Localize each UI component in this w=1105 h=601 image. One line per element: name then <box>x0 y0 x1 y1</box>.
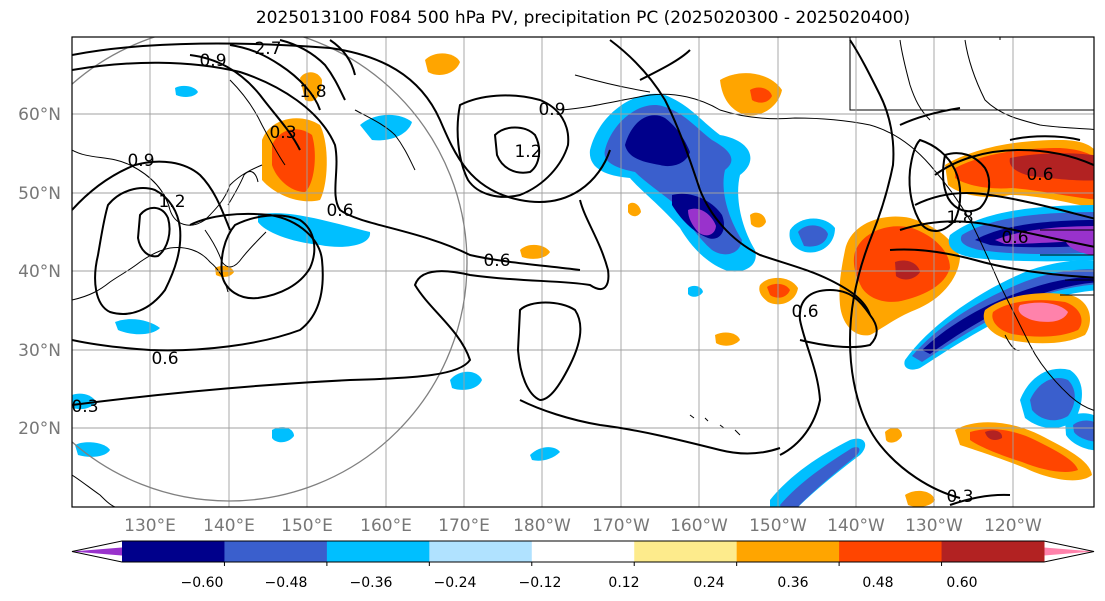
lon-label: 150°E <box>281 516 333 536</box>
contour-label: 1.2 <box>158 192 185 212</box>
colorbar-outline <box>71 540 1095 563</box>
contour-label: 2.7 <box>254 39 281 59</box>
lon-label: 130°E <box>124 516 176 536</box>
lon-label: 140°E <box>203 516 255 536</box>
coastlines <box>72 37 1094 507</box>
contour-label: 0.9 <box>199 51 226 71</box>
map-title: 2025013100 F084 500 hPa PV, precipitatio… <box>255 8 911 28</box>
lat-labels: 60°N 50°N 40°N 30°N 20°N <box>18 105 61 439</box>
contour-label: 0.3 <box>71 397 98 417</box>
colorbar-labels: −0.60 −0.48 −0.36 −0.24 −0.12 0.12 0.24 … <box>181 575 978 591</box>
colorbar-segment <box>634 541 738 562</box>
contour-label: 1.8 <box>299 82 326 102</box>
colorbar-segment <box>224 541 328 562</box>
lon-label: 140°W <box>827 516 885 536</box>
colorbar-segment <box>429 541 533 562</box>
pv-contours <box>72 39 1094 506</box>
lon-label: 170°W <box>592 516 650 536</box>
lat-label: 60°N <box>18 105 61 125</box>
colorbar-tick-label: −0.12 <box>519 575 562 591</box>
graticule <box>72 37 1094 507</box>
colorbar-tick-label: 0.12 <box>608 575 639 591</box>
colorbar-segment <box>122 541 225 562</box>
colorbar-tick-label: 0.60 <box>946 575 977 591</box>
colorbar-tick-label: −0.36 <box>350 575 393 591</box>
contour-label: 0.6 <box>791 302 818 322</box>
lon-label: 130°W <box>905 516 963 536</box>
colorbar-tick-label: −0.60 <box>181 575 224 591</box>
lon-label: 120°W <box>984 516 1042 536</box>
lon-label: 160°W <box>670 516 728 536</box>
contour-label: 0.6 <box>483 251 510 271</box>
colorbar-segment <box>839 541 943 562</box>
lat-label: 50°N <box>18 184 61 204</box>
contour-label: 0.9 <box>127 151 154 171</box>
contour-label: 0.6 <box>1026 165 1053 185</box>
colorbar-tick-label: −0.48 <box>265 575 308 591</box>
colorbar-tick-label: −0.24 <box>434 575 477 591</box>
colorbar-tick-label: 0.24 <box>693 575 724 591</box>
lon-label: 180°W <box>513 516 571 536</box>
lon-labels: 130°E 140°E 150°E 160°E 170°E 180°W 170°… <box>124 516 1042 536</box>
contour-label: 0.6 <box>326 201 353 221</box>
colorbar-segment <box>531 541 635 562</box>
lon-label: 160°E <box>360 516 412 536</box>
colorbar-segment <box>326 541 430 562</box>
contour-label: 0.9 <box>538 100 565 120</box>
range-circle <box>72 37 468 502</box>
colorbar-tick-label: 0.36 <box>777 575 808 591</box>
lon-label: 170°E <box>438 516 490 536</box>
contour-label: 1.2 <box>514 142 541 162</box>
contour-labels: 0.9 2.7 1.8 0.3 0.9 1.2 0.6 0.6 0.9 1.2 … <box>71 39 1054 507</box>
colorbar-tick-label: 0.48 <box>862 575 893 591</box>
colorbar-segment <box>941 541 1045 562</box>
lat-label: 20°N <box>18 419 61 439</box>
contour-label: 0.6 <box>151 349 178 369</box>
map-frame <box>71 36 1095 508</box>
contour-label: 0.3 <box>946 487 973 507</box>
lat-label: 40°N <box>18 262 61 282</box>
contour-label: 0.6 <box>1001 228 1028 248</box>
contour-label: 1.8 <box>946 208 973 228</box>
colorbar <box>71 540 1095 566</box>
colorbar-segment <box>736 541 840 562</box>
contour-label: 0.3 <box>269 123 296 143</box>
lon-label: 150°W <box>749 516 807 536</box>
lat-label: 30°N <box>18 341 61 361</box>
